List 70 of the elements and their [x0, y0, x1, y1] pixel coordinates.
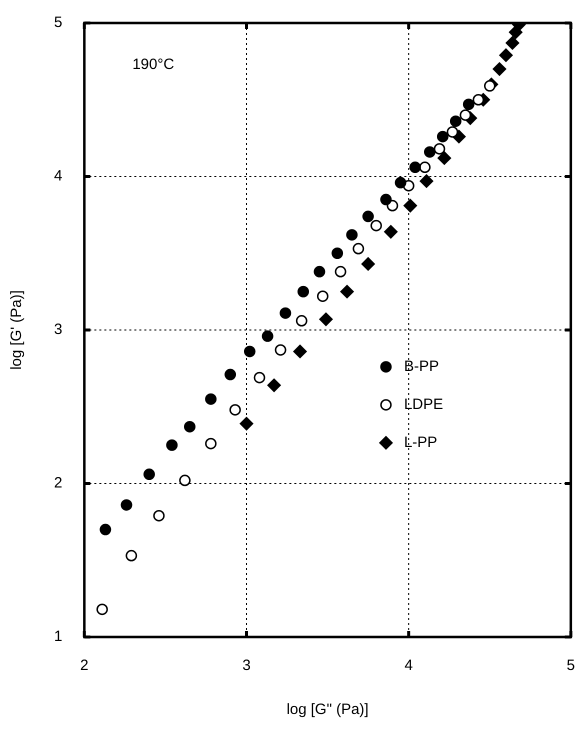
point: [120, 499, 132, 511]
point: [499, 48, 513, 62]
annotation: 190°C: [132, 56, 174, 74]
point: [446, 126, 458, 138]
point: [280, 307, 292, 319]
x-tick-label: 2: [80, 657, 89, 674]
y-tick-label: 1: [54, 628, 62, 646]
point: [386, 200, 398, 212]
point: [492, 62, 506, 76]
point: [361, 257, 375, 271]
point: [484, 80, 496, 92]
point: [409, 162, 421, 174]
point: [143, 468, 155, 480]
point: [319, 312, 333, 326]
point: [100, 524, 112, 536]
point: [274, 344, 286, 356]
point: [153, 510, 165, 522]
point: [370, 220, 382, 232]
point: [254, 372, 266, 384]
point: [244, 346, 256, 358]
point: [346, 229, 358, 241]
point: [436, 130, 448, 142]
point: [166, 439, 178, 451]
point: [462, 98, 474, 110]
point: [404, 198, 418, 212]
point: [334, 266, 346, 278]
point: [126, 550, 138, 562]
point: [380, 194, 392, 206]
point: [229, 404, 241, 416]
point: [394, 176, 406, 188]
point: [184, 420, 196, 432]
point: [434, 143, 446, 155]
point: [316, 290, 328, 302]
y-tick-label: 4: [54, 168, 62, 185]
point: [384, 225, 398, 239]
point: [224, 368, 236, 380]
point: [340, 284, 354, 298]
x-tick-label: 4: [404, 657, 413, 674]
point: [420, 174, 434, 188]
point: [293, 344, 307, 358]
x-tick-label: 5: [566, 657, 575, 674]
point: [298, 286, 310, 298]
point: [205, 393, 217, 405]
point: [472, 94, 484, 106]
y-tick-label: 5: [54, 14, 62, 32]
point: [460, 109, 472, 121]
point: [362, 210, 374, 222]
point: [314, 266, 326, 278]
point: [450, 115, 462, 127]
point: [262, 330, 274, 342]
x-tick-label: 3: [242, 657, 251, 674]
legend-label: L-PP: [404, 434, 438, 451]
y-tick-label: 2: [54, 474, 62, 492]
point: [419, 162, 431, 174]
point: [296, 315, 308, 327]
point: [352, 242, 364, 254]
point: [424, 146, 436, 158]
point: [96, 604, 108, 616]
point: [438, 151, 452, 165]
y-axis-title: log [G' (Pa)]: [8, 290, 26, 370]
y-tick-label: 3: [54, 321, 62, 338]
legend-label: LDPE: [404, 396, 444, 413]
legend-label: B-PP: [404, 358, 439, 375]
point: [267, 378, 281, 392]
point: [179, 474, 191, 486]
point: [332, 248, 344, 259]
point: [506, 36, 520, 50]
point: [240, 416, 254, 430]
x-axis-title: log [G" (Pa)]: [286, 701, 369, 718]
point: [205, 438, 217, 450]
